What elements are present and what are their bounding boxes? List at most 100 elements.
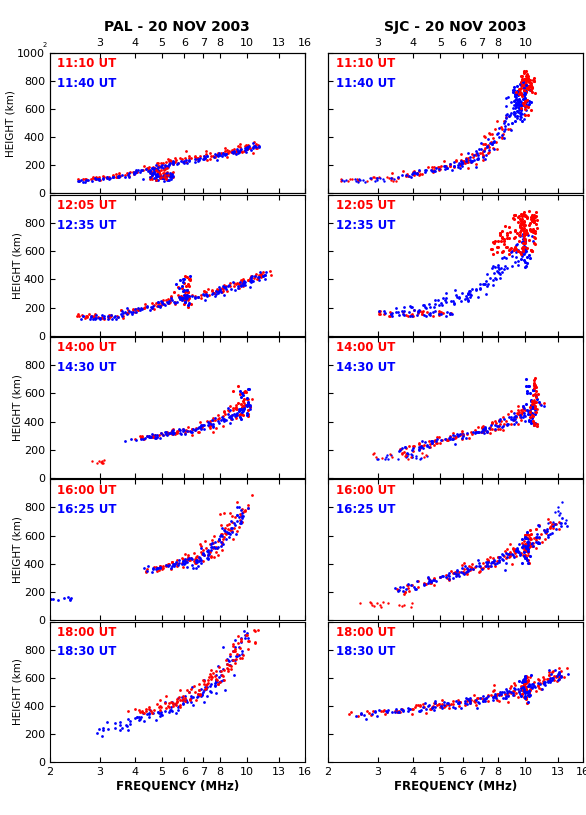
Point [397, 305, 407, 318]
Point [456, 148, 466, 161]
Point [544, 665, 554, 678]
Point [239, 274, 248, 287]
Point [175, 424, 185, 437]
Point [520, 672, 529, 685]
Point [530, 231, 540, 244]
Point [66, 592, 76, 605]
Point [530, 681, 539, 694]
Point [178, 552, 187, 565]
Point [234, 521, 244, 534]
Point [198, 673, 207, 686]
Point [213, 677, 222, 690]
Point [463, 286, 472, 299]
Point [400, 450, 409, 463]
Point [124, 713, 133, 726]
Point [419, 438, 428, 452]
Point [168, 156, 177, 169]
Point [217, 529, 226, 542]
Point [219, 405, 229, 418]
Point [528, 540, 537, 553]
Point [517, 70, 527, 83]
Point [243, 407, 252, 420]
Point [117, 169, 127, 182]
Point [519, 73, 529, 86]
Point [489, 143, 499, 156]
Point [121, 168, 130, 181]
Point [466, 156, 475, 169]
Point [434, 293, 443, 306]
Point [519, 99, 528, 112]
Point [526, 527, 536, 540]
Point [146, 704, 155, 717]
Point [513, 690, 523, 703]
Point [227, 522, 237, 535]
Point [490, 559, 500, 572]
Point [418, 441, 428, 454]
Point [519, 225, 529, 238]
Point [246, 273, 255, 286]
Point [154, 429, 163, 442]
Point [166, 167, 175, 180]
Point [197, 289, 206, 302]
Point [185, 272, 194, 285]
Point [524, 536, 533, 549]
Point [408, 442, 418, 455]
Point [464, 284, 473, 297]
Point [406, 310, 415, 323]
Point [475, 560, 484, 573]
Point [462, 292, 472, 305]
Point [476, 143, 486, 156]
Point [216, 413, 225, 426]
Point [239, 276, 248, 289]
Point [531, 535, 540, 548]
Point [161, 167, 171, 180]
Point [152, 163, 161, 176]
Point [518, 410, 527, 423]
Point [235, 411, 244, 424]
Point [243, 501, 253, 514]
Point [213, 412, 223, 425]
Point [239, 278, 248, 291]
Point [492, 556, 502, 569]
Point [394, 705, 404, 718]
Point [165, 297, 174, 310]
Point [434, 308, 444, 321]
Point [98, 172, 108, 185]
Point [80, 175, 89, 188]
Point [230, 511, 240, 524]
Point [188, 425, 197, 438]
Point [220, 522, 230, 535]
Point [520, 228, 530, 241]
Point [424, 434, 434, 447]
Point [243, 628, 252, 641]
Point [186, 692, 196, 705]
Point [458, 428, 468, 441]
Point [505, 545, 515, 558]
Point [559, 671, 568, 684]
Point [168, 697, 178, 710]
Point [257, 271, 266, 284]
Point [527, 408, 537, 421]
Point [462, 562, 472, 575]
Point [91, 172, 101, 185]
Point [152, 561, 161, 574]
Point [536, 527, 546, 540]
Point [515, 95, 524, 108]
Point [381, 450, 390, 463]
Point [532, 534, 541, 547]
Point [417, 308, 427, 321]
Point [454, 697, 464, 710]
Point [206, 667, 215, 681]
Point [245, 400, 254, 413]
Point [412, 167, 421, 180]
Point [231, 518, 240, 531]
Point [178, 152, 187, 165]
Point [524, 677, 534, 690]
Point [526, 414, 536, 427]
Point [155, 299, 165, 312]
Point [151, 174, 161, 187]
Point [130, 165, 139, 178]
Text: 14:00 UT: 14:00 UT [57, 341, 117, 355]
Point [81, 173, 91, 186]
Point [151, 429, 160, 442]
